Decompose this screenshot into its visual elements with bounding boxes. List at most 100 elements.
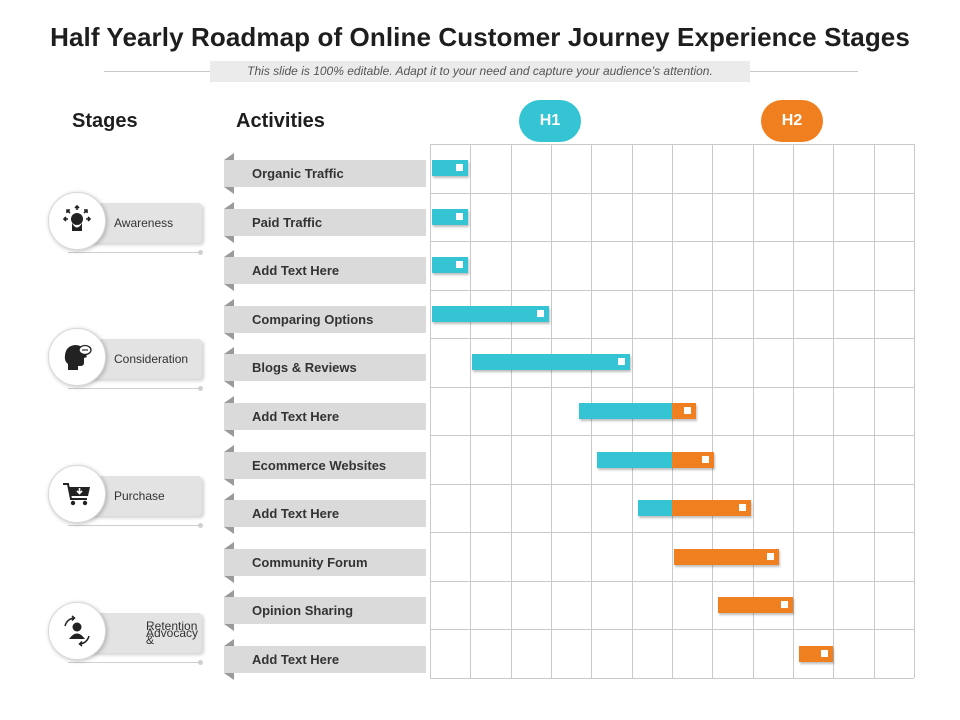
period-h2-pill: H2 (761, 100, 823, 142)
timeline-bar (799, 645, 834, 662)
timeline-bar (472, 354, 630, 371)
bar-segment-h1 (472, 354, 630, 371)
activity-notch (224, 430, 234, 437)
activities-header: Activities (236, 110, 325, 132)
period-h1-pill: H1 (519, 100, 581, 142)
grid-row-line (430, 580, 914, 582)
stage-rail (68, 662, 200, 663)
timeline-bar (432, 305, 549, 322)
bar-segment-h1 (637, 500, 672, 517)
stage-label: Purchase (114, 489, 165, 503)
period-h1-label: H1 (539, 112, 561, 129)
activity-row: Organic Traffic (224, 160, 426, 187)
timeline-bar (674, 548, 779, 565)
timeline-bar (637, 500, 751, 517)
activity-notch (224, 332, 234, 340)
bar-end-marker (617, 358, 625, 366)
activity-row: Blogs & Reviews (224, 354, 426, 382)
activity-notch (224, 347, 234, 355)
period-h2-label: H2 (781, 112, 803, 129)
activity-label: Opinion Sharing (252, 603, 354, 619)
activity-notch (224, 624, 234, 632)
grid-row-line (430, 241, 914, 243)
user-cycle-icon (48, 602, 106, 660)
activity-row: Add Text Here (224, 646, 426, 673)
activity-notch (224, 187, 234, 194)
grid-row-line (430, 386, 914, 388)
grid-column-line (712, 144, 714, 678)
activity-notch (224, 639, 234, 646)
activity-notch (224, 575, 234, 583)
timeline-bar (579, 403, 697, 419)
timeline-bar (597, 451, 715, 468)
grid-column-line (793, 144, 794, 678)
grid-row-line (430, 289, 914, 291)
activity-row: Add Text Here (224, 500, 426, 528)
stage-rail-dot (198, 250, 203, 255)
grid-column-line (470, 144, 472, 678)
grid-row-line (430, 532, 914, 534)
bar-segment-h1 (579, 403, 672, 419)
timeline-bar (432, 257, 469, 274)
timeline-bar (432, 160, 469, 177)
grid-row-line (430, 338, 914, 340)
bar-end-marker (684, 407, 692, 414)
bar-end-marker (821, 649, 829, 657)
stage-label: Awareness (114, 216, 174, 230)
stage-rail-dot (198, 386, 203, 391)
stage-rail (68, 252, 200, 253)
grid-row-line (430, 435, 914, 437)
activity-label: Add Text Here (252, 263, 340, 279)
activity-label: Add Text Here (252, 409, 340, 424)
stage-label-line2: Advocacy (146, 626, 199, 640)
activity-notch (224, 590, 234, 598)
stage-label: Consideration (114, 352, 189, 366)
stage-rail (68, 525, 200, 526)
grid-column-line (914, 144, 915, 678)
grid-column-line (873, 144, 875, 678)
activity-notch (224, 250, 234, 258)
activity-notch (224, 298, 234, 306)
activity-label: Blogs & Reviews (252, 360, 357, 376)
grid-column-line (833, 144, 835, 678)
bar-end-marker (536, 309, 544, 317)
bar-end-marker (780, 601, 788, 609)
activity-notch (224, 396, 234, 403)
page-title: Half Yearly Roadmap of Online Customer J… (50, 22, 910, 52)
activity-row: Ecommerce Websites (224, 451, 426, 479)
activity-notch (224, 153, 234, 160)
activity-row: Opinion Sharing (224, 597, 426, 625)
subtitle-rule-right (750, 71, 858, 72)
grid-column-line (752, 144, 754, 678)
subtitle-rule-left (104, 71, 210, 72)
timeline-bar (432, 208, 469, 225)
grid-row-line (430, 483, 914, 485)
stage-retention-advocacy: Retention & Advocacy (48, 602, 218, 666)
timeline-grid (430, 144, 915, 679)
activity-notch (224, 201, 234, 209)
stage-awareness: Awareness (48, 192, 218, 256)
grid-column-line (551, 144, 552, 678)
activity-notch (224, 284, 234, 292)
grid-column-line (510, 144, 512, 678)
activity-notch (224, 673, 234, 680)
bar-end-marker (456, 164, 464, 172)
activity-notch (224, 444, 234, 452)
head-arrows-icon (48, 192, 106, 250)
activity-row: Add Text Here (224, 403, 426, 430)
bar-segment-h2 (718, 597, 793, 614)
stage-rail-dot (198, 660, 203, 665)
activity-notch (224, 478, 234, 486)
timeline-bar (718, 597, 793, 614)
subtitle: This slide is 100% editable. Adapt it to… (210, 61, 750, 82)
activity-row: Paid Traffic (224, 208, 426, 236)
grid-column-line (430, 144, 431, 678)
activity-label: Organic Traffic (252, 166, 344, 181)
activity-label: Community Forum (252, 554, 368, 570)
stage-consideration: Consideration (48, 328, 218, 392)
bar-segment-h2 (671, 500, 751, 517)
bar-end-marker (456, 212, 464, 220)
bar-end-marker (702, 455, 710, 463)
grid-row-line (430, 144, 914, 145)
grid-row-line (430, 629, 914, 631)
